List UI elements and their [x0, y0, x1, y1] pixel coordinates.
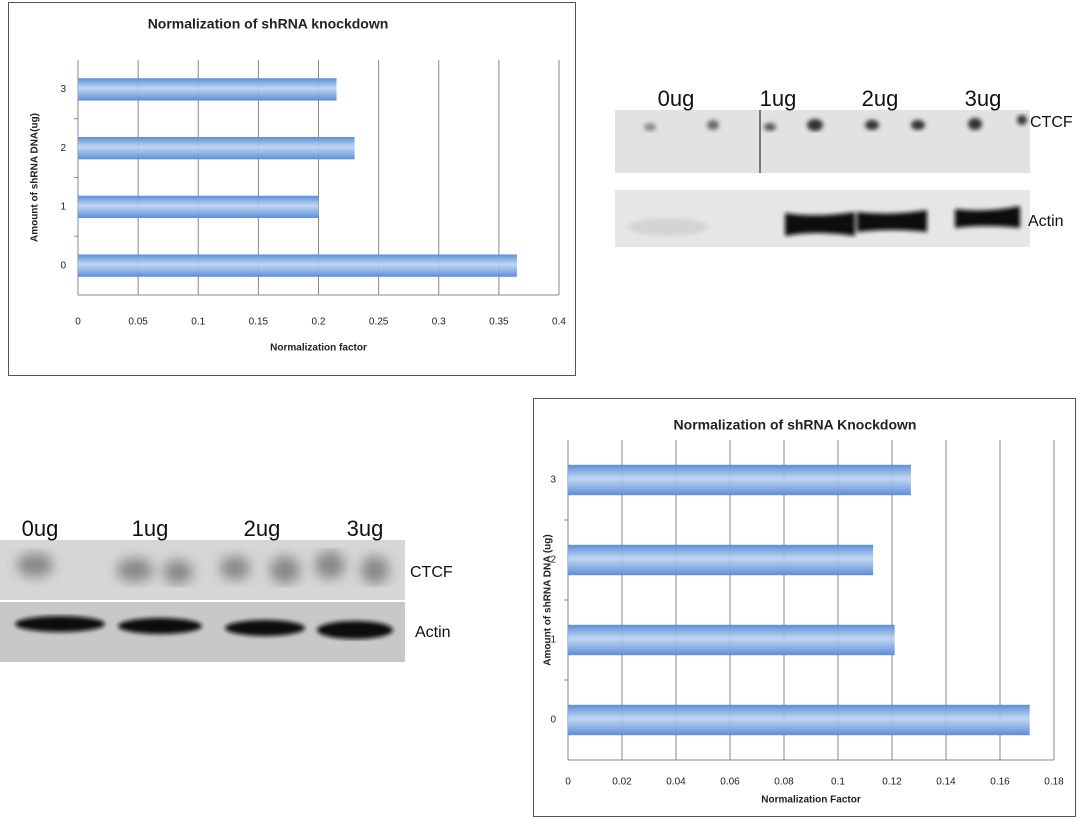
blot-strip — [0, 540, 405, 600]
bar — [78, 196, 319, 218]
x-tick-label: 0.14 — [936, 777, 956, 788]
x-axis-label: Normalization Factor — [761, 795, 861, 806]
y-tick-label: 0 — [60, 260, 66, 271]
y-tick-label: 3 — [550, 475, 556, 486]
x-tick-label: 0.35 — [489, 317, 509, 328]
western-blot: 0ug 1ug 2ug 3ug CTCF Actin — [0, 516, 453, 662]
lane-label: 3ug — [965, 86, 1002, 111]
page: 0ug 1ug 2ug 3ug CTCF Actin 0ug 1ug 2ug 3… — [0, 0, 1086, 820]
bar — [568, 545, 873, 575]
y-axis-label: Amount of shRNA DNA (ug) — [543, 534, 554, 665]
x-tick-label: 0.04 — [666, 777, 686, 788]
lane-label: 1ug — [132, 516, 169, 541]
bar — [78, 78, 337, 100]
protein-label: CTCF — [1030, 114, 1073, 131]
protein-label: Actin — [1028, 213, 1064, 230]
x-tick-label: 0.1 — [831, 777, 845, 788]
y-axis-label: Amount of shRNA DNA(ug) — [30, 113, 41, 242]
lane-label: 2ug — [244, 516, 281, 541]
bar — [568, 625, 895, 655]
x-axis-label: Normalization factor — [270, 343, 367, 354]
x-tick-label: 0.02 — [612, 777, 632, 788]
x-tick-label: 0.18 — [1044, 777, 1064, 788]
blot-strip — [615, 110, 1030, 173]
bar — [78, 254, 517, 276]
lane-label: 3ug — [347, 516, 384, 541]
x-tick-label: 0.4 — [552, 317, 566, 328]
x-tick-label: 0.1 — [191, 317, 205, 328]
x-tick-label: 0.12 — [882, 777, 902, 788]
x-tick-label: 0.3 — [432, 317, 446, 328]
lane-label: 0ug — [658, 86, 695, 111]
chart-frame — [534, 399, 1076, 817]
y-tick-label: 1 — [60, 202, 66, 213]
western-blot: 0ug 1ug 2ug 3ug CTCF Actin — [615, 86, 1073, 247]
lane-label: 0ug — [22, 516, 59, 541]
x-tick-label: 0.2 — [312, 317, 326, 328]
x-tick-label: 0.05 — [128, 317, 148, 328]
x-tick-label: 0 — [565, 777, 571, 788]
y-tick-label: 0 — [550, 715, 556, 726]
x-tick-label: 0.08 — [774, 777, 794, 788]
x-tick-label: 0.25 — [369, 317, 389, 328]
protein-label: CTCF — [410, 564, 453, 581]
lane-label: 2ug — [862, 86, 899, 111]
y-tick-label: 3 — [60, 84, 66, 95]
x-tick-label: 0.16 — [990, 777, 1010, 788]
bar — [568, 465, 911, 495]
protein-label: Actin — [415, 624, 451, 641]
chart-title: Normalization of shRNA Knockdown — [674, 417, 917, 433]
x-tick-label: 0 — [75, 317, 81, 328]
chart-title: Normalization of shRNA knockdown — [148, 16, 389, 32]
bar — [568, 705, 1030, 735]
bar — [78, 137, 355, 159]
y-tick-label: 2 — [60, 143, 66, 154]
x-tick-label: 0.15 — [249, 317, 269, 328]
lane-label: 1ug — [760, 86, 797, 111]
x-tick-label: 0.06 — [720, 777, 740, 788]
